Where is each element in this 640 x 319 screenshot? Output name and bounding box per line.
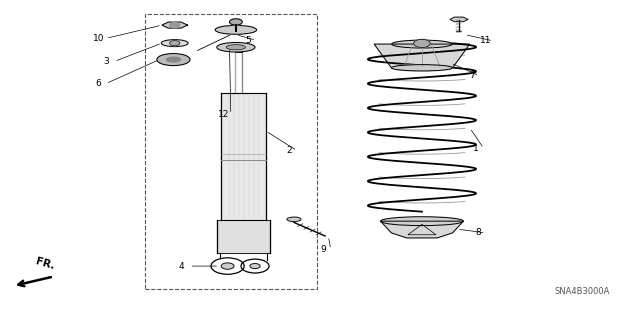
Ellipse shape xyxy=(227,45,246,50)
Polygon shape xyxy=(450,17,468,22)
Circle shape xyxy=(170,41,180,46)
Ellipse shape xyxy=(392,40,452,48)
Ellipse shape xyxy=(166,57,180,62)
Circle shape xyxy=(250,263,260,269)
Text: 7: 7 xyxy=(468,71,474,80)
Ellipse shape xyxy=(392,65,452,71)
Text: 4: 4 xyxy=(179,262,184,271)
Ellipse shape xyxy=(217,42,255,52)
Circle shape xyxy=(413,39,430,48)
Text: 5: 5 xyxy=(246,36,252,45)
Polygon shape xyxy=(162,22,188,28)
Text: 6: 6 xyxy=(95,79,101,88)
Polygon shape xyxy=(381,221,463,238)
Text: 2: 2 xyxy=(287,146,292,155)
Text: 1: 1 xyxy=(473,144,479,153)
Text: 3: 3 xyxy=(104,57,109,66)
Ellipse shape xyxy=(287,217,301,221)
Polygon shape xyxy=(374,44,470,68)
Circle shape xyxy=(221,263,234,269)
Text: 9: 9 xyxy=(320,245,326,254)
Ellipse shape xyxy=(157,54,190,66)
Text: 11: 11 xyxy=(480,36,492,45)
Ellipse shape xyxy=(381,217,463,226)
Ellipse shape xyxy=(230,19,243,25)
Circle shape xyxy=(170,23,180,28)
Text: 12: 12 xyxy=(218,110,229,119)
Text: 8: 8 xyxy=(475,228,481,237)
Bar xyxy=(145,14,317,289)
Bar xyxy=(217,219,270,253)
Text: FR.: FR. xyxy=(34,256,56,271)
Ellipse shape xyxy=(161,40,188,47)
Bar xyxy=(221,93,266,219)
Text: 10: 10 xyxy=(93,34,104,43)
Text: SNA4B3000A: SNA4B3000A xyxy=(555,287,610,296)
Ellipse shape xyxy=(215,26,257,34)
